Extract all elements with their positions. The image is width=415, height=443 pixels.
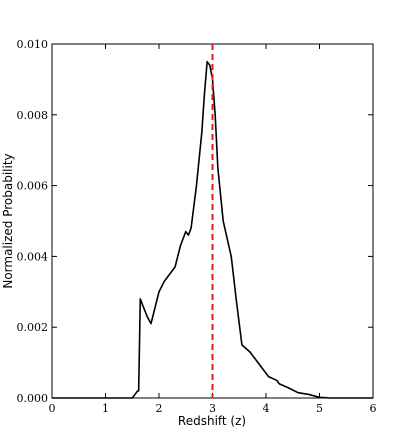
x-tick-label: 3 xyxy=(209,402,216,415)
y-tick-label: 0.004 xyxy=(17,250,49,263)
x-tick-label: 4 xyxy=(263,402,270,415)
x-tick-label: 6 xyxy=(370,402,377,415)
x-tick-label: 0 xyxy=(49,402,56,415)
line xyxy=(52,60,373,399)
x-tick-label: 2 xyxy=(156,402,163,415)
y-tick-label: 0.000 xyxy=(17,392,49,405)
y-tick-label: 0.002 xyxy=(17,321,49,334)
x-tick-label: 1 xyxy=(102,402,109,415)
x-tick-label: 5 xyxy=(316,402,323,415)
y-tick-label: 0.010 xyxy=(17,38,49,51)
y-tick-label: 0.006 xyxy=(17,180,49,193)
y-tick-label: 0.008 xyxy=(17,109,49,122)
x-axis-label: Redshift (z) xyxy=(178,414,246,428)
y-axis-label: Normalized Probability xyxy=(1,153,15,288)
